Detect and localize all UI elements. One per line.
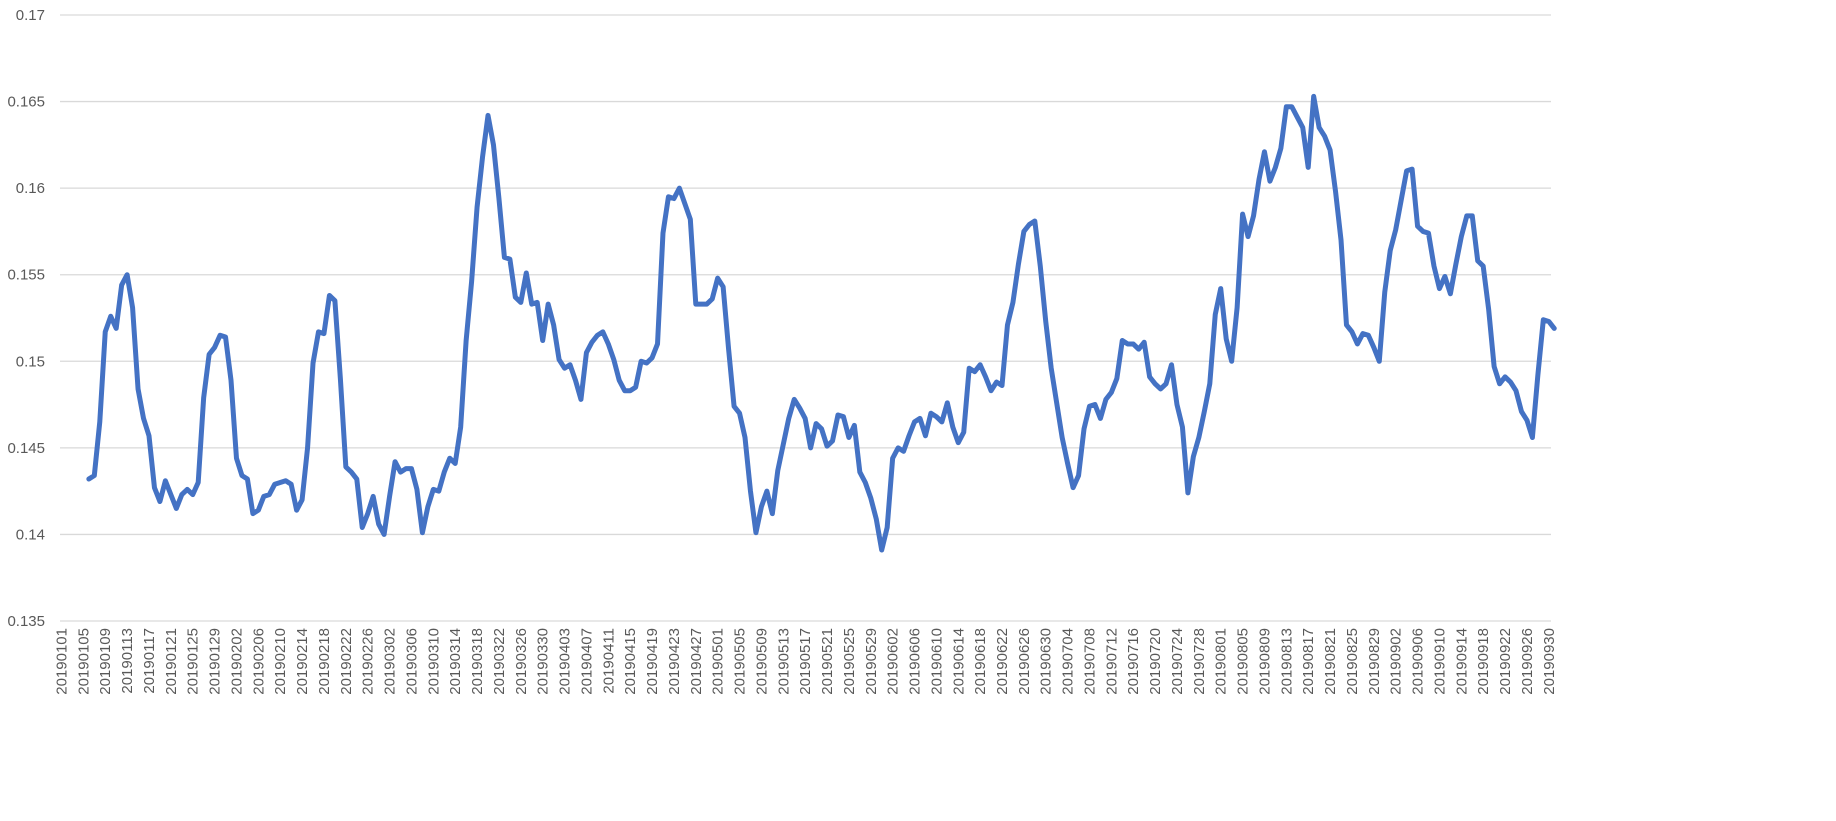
x-tick-label: 20190724 [1169,628,1186,695]
x-tick-label: 20190129 [207,628,224,695]
x-tick-label: 20190902 [1388,628,1405,695]
x-tick-label: 20190117 [141,628,158,694]
x-tick-label: 20190105 [75,628,92,695]
x-tick-label: 20190805 [1235,628,1252,695]
x-tick-label: 20190302 [382,628,399,695]
x-tick-label: 20190922 [1497,628,1514,695]
x-tick-label: 20190423 [666,628,683,695]
x-tick-label: 20190505 [732,628,749,695]
x-tick-label: 20190614 [950,628,967,695]
x-tick-label: 20190825 [1344,628,1361,695]
x-tick-label: 20190222 [338,628,355,695]
x-tick-label: 20190926 [1519,628,1536,695]
x-tick-label: 20190829 [1366,628,1383,695]
x-tick-label: 20190407 [578,628,595,695]
x-tick-label: 20190708 [1081,628,1098,695]
x-tick-label: 20190918 [1475,628,1492,695]
x-tick-label: 20190716 [1125,628,1142,695]
y-tick-label: 0.135 [7,613,45,630]
y-tick-label: 0.17 [16,7,45,24]
x-axis-tick-labels: 20190101 20190105 20190109 20190113 20190117… [54,628,1558,695]
x-tick-label: 20190121 [163,628,180,695]
x-tick-label: 20190821 [1322,628,1339,695]
x-tick-label: 20190622 [994,628,1011,695]
x-tick-label: 20190801 [1213,628,1230,695]
x-tick-label: 20190930 [1541,628,1558,695]
x-tick-label: 20190415 [622,628,639,695]
x-tick-label: 20190712 [1103,628,1120,695]
x-tick-label: 20190914 [1453,628,1470,695]
x-tick-label: 20190306 [403,628,420,695]
x-tick-label: 20190310 [425,628,442,695]
grid-lines [60,14,1551,622]
x-tick-label: 20190206 [250,628,267,695]
x-tick-label: 20190618 [972,628,989,695]
x-tick-label: 20190529 [863,628,880,695]
x-tick-label: 20190427 [688,628,705,695]
y-tick-label: 0.14 [16,526,45,543]
x-tick-label: 20190330 [535,628,552,695]
x-tick-label: 20190314 [447,628,464,695]
x-tick-label: 20190906 [1410,628,1427,695]
x-tick-label: 20190720 [1147,628,1164,695]
x-tick-label: 20190214 [294,628,311,695]
x-tick-label: 20190521 [819,628,836,695]
x-tick-label: 20190606 [907,628,924,695]
x-tick-label: 20190809 [1256,628,1273,695]
x-tick-label: 20190813 [1278,628,1295,695]
y-tick-label: 0.155 [7,267,45,284]
x-tick-label: 20190226 [360,628,377,695]
y-tick-label: 0.15 [16,353,45,370]
x-tick-label: 20190210 [272,628,289,695]
x-tick-label: 20190403 [557,628,574,695]
x-tick-label: 20190125 [185,628,202,695]
x-tick-label: 20190525 [841,628,858,695]
series-layer [86,93,1557,553]
series-line-0 [86,93,1557,553]
x-tick-label: 20190326 [513,628,530,695]
x-tick-label: 20190817 [1300,628,1317,695]
x-tick-label: 20190602 [885,628,902,695]
x-tick-label: 20190509 [753,628,770,695]
y-axis-tick-labels: 0.135 0.14 0.145 0.15 0.155 0.16 0.165 0.17 [7,7,45,630]
y-tick-label: 0.145 [7,440,45,457]
x-tick-label: 20190513 [775,628,792,695]
x-tick-label: 20190704 [1060,628,1077,695]
y-tick-label: 0.165 [7,94,45,111]
x-tick-label: 20190109 [97,628,114,695]
x-tick-label: 20190630 [1038,628,1055,695]
x-tick-label: 20190202 [228,628,245,695]
x-tick-label: 20190626 [1016,628,1033,695]
x-tick-label: 20190411 [600,628,617,694]
x-tick-label: 20190101 [54,628,71,695]
x-tick-label: 20190728 [1191,628,1208,695]
y-tick-label: 0.16 [16,180,45,197]
x-tick-label: 20190113 [119,628,136,694]
x-tick-label: 20190318 [469,628,486,695]
x-tick-label: 20190419 [644,628,661,695]
x-tick-label: 20190501 [710,628,727,695]
x-tick-label: 20190322 [491,628,508,695]
x-tick-label: 20190218 [316,628,333,695]
x-tick-label: 20190910 [1431,628,1448,695]
x-tick-label: 20190517 [797,628,814,695]
x-tick-label: 20190610 [928,628,945,695]
